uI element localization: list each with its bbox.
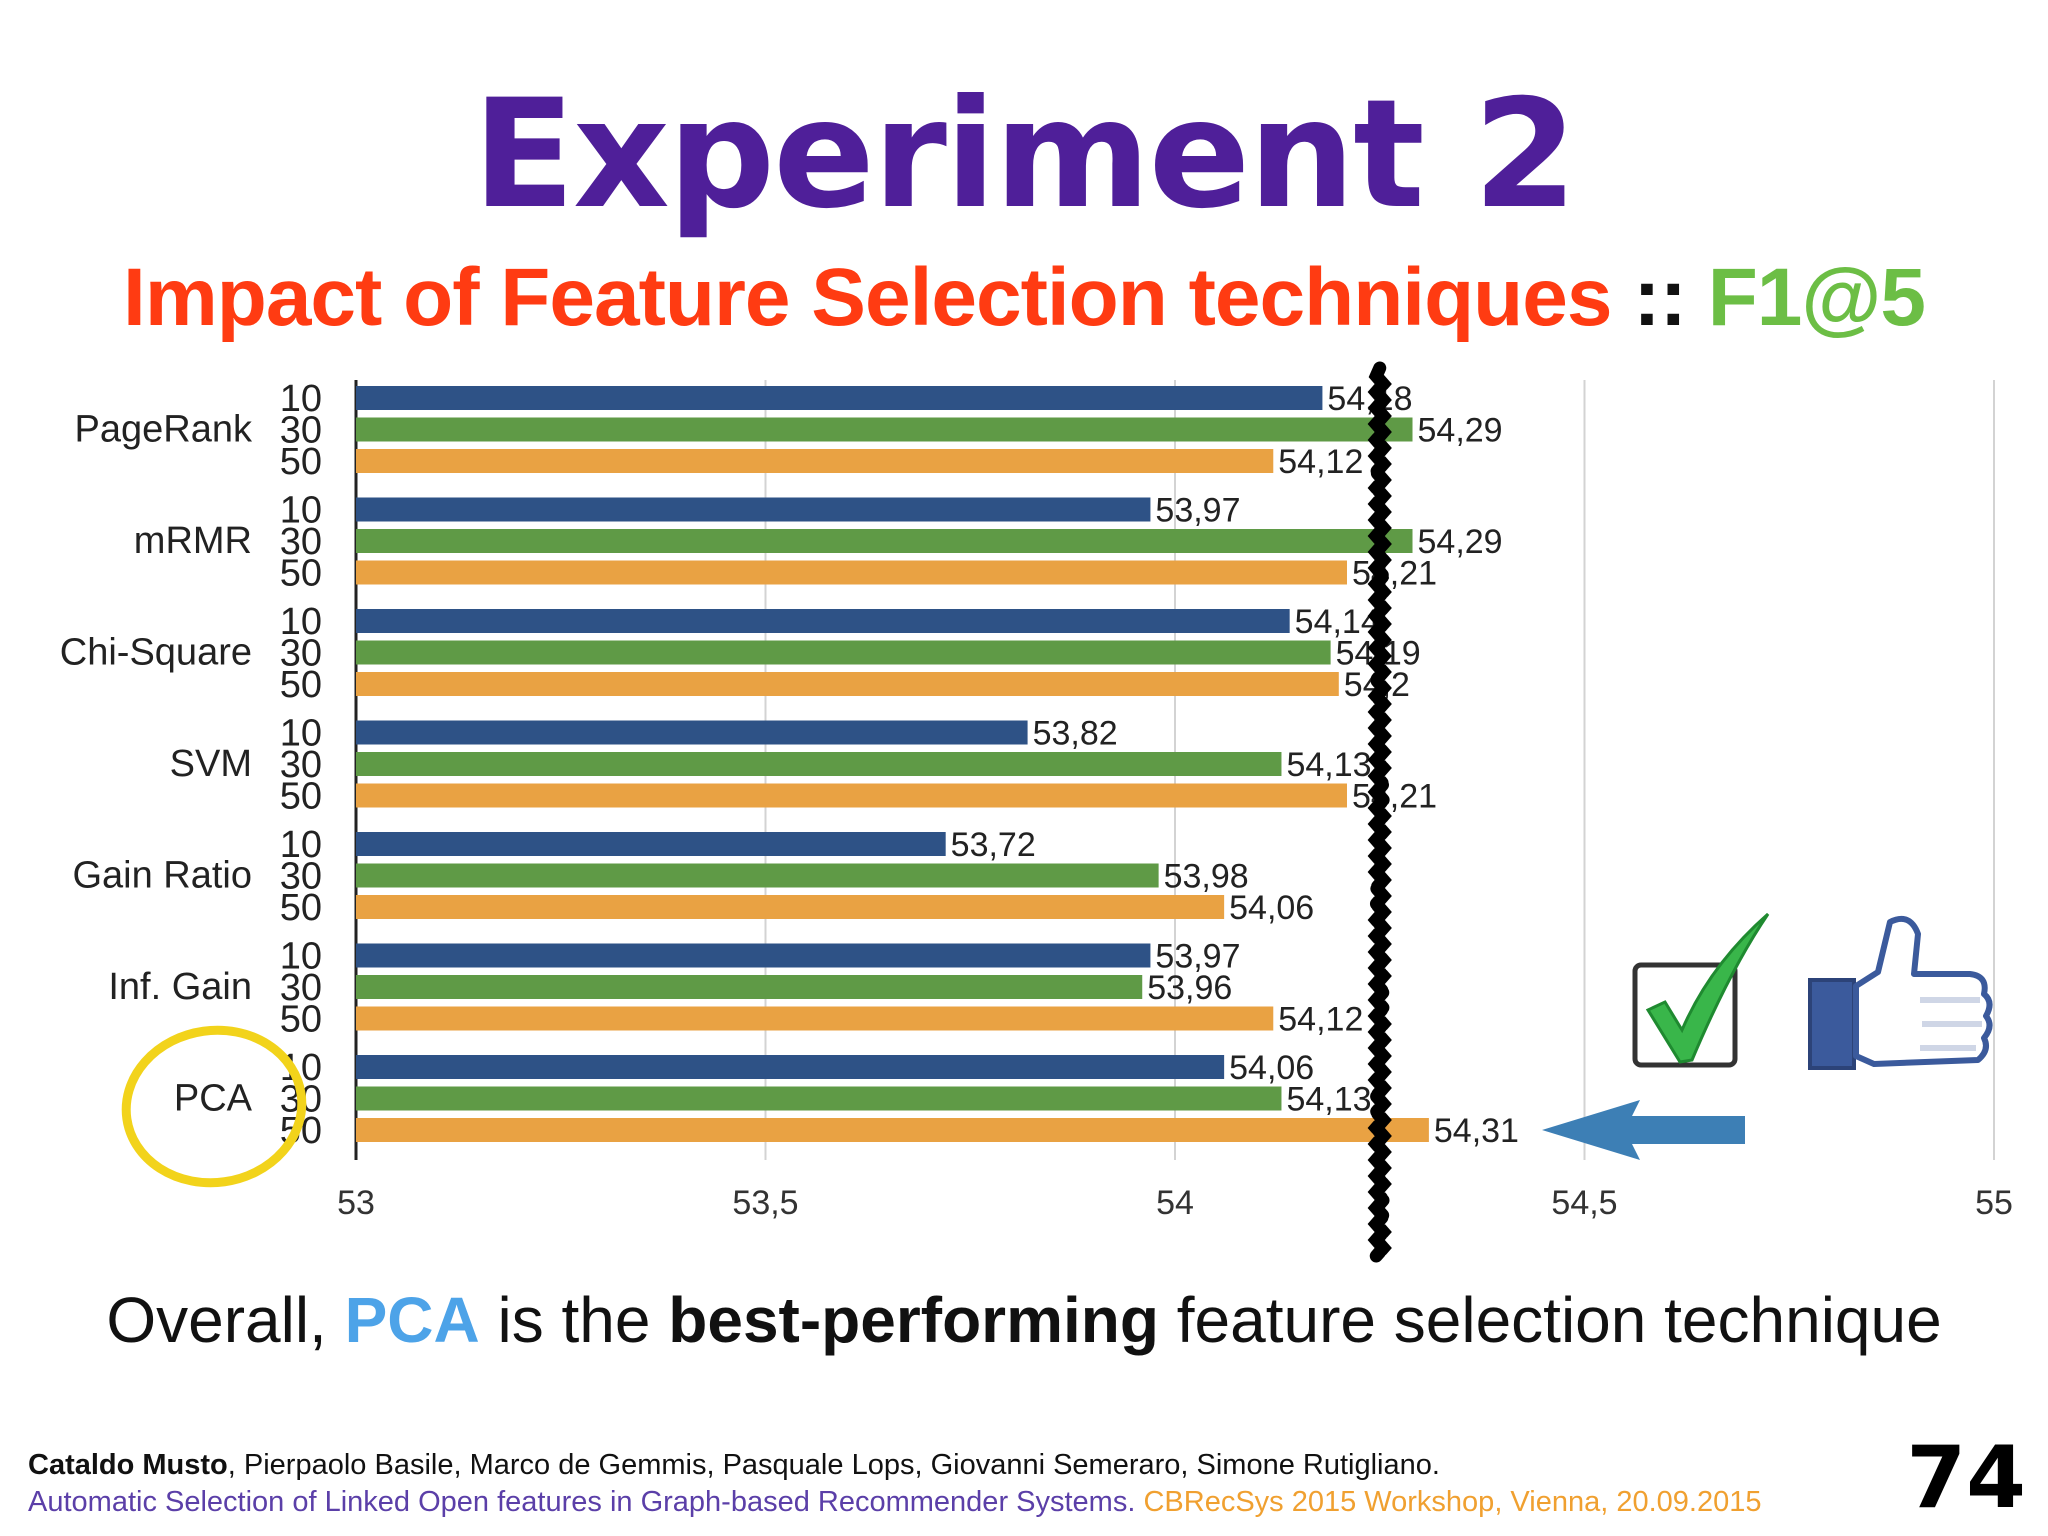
sub-category-label: 10: [280, 824, 322, 866]
bar: [356, 386, 1323, 410]
bar: [356, 832, 946, 856]
summary-bold: best-performing: [668, 1284, 1159, 1356]
other-authors: , Pierpaolo Basile, Marco de Gemmis, Pas…: [227, 1449, 1440, 1481]
bar: [356, 449, 1274, 473]
category-label: Chi-Square: [60, 632, 252, 674]
category-label: PageRank: [75, 409, 253, 451]
bar: [356, 560, 1347, 585]
bar: [356, 863, 1159, 888]
footer-paper: Automatic Selection of Linked Open featu…: [28, 1485, 1761, 1519]
bar: [356, 720, 1028, 745]
bar: [356, 609, 1290, 633]
bar: [356, 783, 1347, 808]
value-label: 54,06: [1229, 889, 1314, 927]
category-label: Gain Ratio: [72, 855, 252, 897]
bar: [356, 895, 1225, 919]
x-tick-label: 53,5: [732, 1184, 798, 1222]
x-tick-label: 53: [337, 1184, 375, 1222]
paper-venue: CBRecSys 2015 Workshop, Vienna, 20.09.20…: [1143, 1486, 1762, 1518]
category-label: PCA: [174, 1078, 253, 1120]
bar: [356, 1118, 1429, 1142]
feature-selection-bar-chart: 53 53,5 54 54,5 55 PageRank 10 54,18 30 54,29 50 54…: [60, 361, 2013, 1263]
subtitle-metric: F1@5: [1707, 252, 1926, 343]
bar: [356, 1055, 1225, 1079]
sub-category-label: 50: [280, 664, 322, 706]
value-label: 54,21: [1352, 778, 1437, 816]
subtitle-separator: ::: [1633, 252, 1687, 343]
summary-statement: Overall, PCA is the best-performing feat…: [0, 1282, 2048, 1358]
value-label: 53,97: [1155, 938, 1240, 976]
sub-category-label: 10: [280, 713, 322, 755]
reference-marker: [1367, 361, 1392, 1263]
value-label: 54,12: [1278, 1001, 1363, 1039]
value-label: 54,18: [1327, 380, 1412, 418]
checkmark-icon: [1632, 912, 1770, 1068]
value-label: 53,72: [951, 826, 1036, 864]
lead-author: Cataldo Musto: [28, 1449, 228, 1481]
value-label: 53,98: [1164, 858, 1249, 896]
paper-title: Automatic Selection of Linked Open featu…: [28, 1486, 1136, 1518]
bar: [356, 1006, 1274, 1031]
sub-category-label: 50: [280, 776, 322, 818]
x-tick-label: 54,5: [1551, 1184, 1617, 1222]
pca-highlight-circle: [121, 1025, 307, 1188]
sub-category-label: 30: [280, 633, 322, 675]
slide-title: Experiment 2: [472, 68, 1578, 242]
value-label: 54,13: [1286, 746, 1371, 784]
summary-middle: is the: [497, 1284, 651, 1356]
x-tick-label: 54: [1156, 1184, 1194, 1222]
summary-prefix: Overall,: [106, 1284, 327, 1356]
best-result-arrow: [1542, 1100, 1745, 1160]
summary-suffix: feature selection technique: [1176, 1284, 1942, 1356]
sub-category-label: 50: [280, 999, 322, 1041]
category-label: SVM: [170, 743, 252, 785]
annotations: [121, 1025, 1745, 1188]
sub-category-label: 10: [280, 601, 322, 643]
bar: [356, 975, 1143, 999]
bar: [356, 529, 1413, 553]
x-tick-label: 55: [1975, 1184, 2013, 1222]
category-label: mRMR: [134, 520, 252, 562]
value-label: 54,12: [1278, 443, 1363, 481]
bar: [356, 497, 1151, 522]
bar: [356, 752, 1282, 776]
summary-highlight: PCA: [344, 1284, 480, 1356]
bar: [356, 943, 1151, 968]
value-label: 54,13: [1286, 1081, 1371, 1119]
sub-category-label: 30: [280, 856, 322, 898]
sub-category-label: 30: [280, 967, 322, 1009]
subtitle-main: Impact of Feature Selection techniques: [123, 252, 1612, 343]
value-label: 54,06: [1229, 1049, 1314, 1087]
value-label: 54,29: [1418, 523, 1503, 561]
value-label: 53,82: [1033, 715, 1118, 753]
value-label: 54,14: [1295, 603, 1380, 641]
value-label: 53,97: [1155, 492, 1240, 530]
value-label: 54,31: [1434, 1112, 1519, 1150]
slide-number: 74: [1906, 1428, 2026, 1528]
footer-authors: Cataldo Musto, Pierpaolo Basile, Marco d…: [28, 1448, 1440, 1482]
bar: [356, 640, 1331, 665]
sub-category-label: 10: [280, 936, 322, 978]
sub-category-label: 10: [280, 378, 322, 420]
thumbs-up-icon: [1808, 916, 1993, 1070]
reference-line-group: [1367, 361, 1392, 1263]
approval-icons: [1632, 912, 1993, 1070]
bar: [356, 672, 1339, 696]
sub-category-label: 30: [280, 744, 322, 786]
sub-category-label: 50: [280, 887, 322, 929]
value-label: 54,29: [1418, 412, 1503, 450]
value-label: 54,21: [1352, 555, 1437, 593]
bar: [356, 417, 1413, 442]
labels: 53 53,5 54 54,5 55 PageRank 10 54,18 30 54,29 50 54…: [60, 378, 2013, 1222]
category-label: Inf. Gain: [108, 966, 252, 1008]
sub-category-label: 30: [280, 521, 322, 563]
slide-subtitle: Impact of Feature Selection techniques :…: [0, 250, 2048, 346]
sub-category-label: 50: [280, 441, 322, 483]
sub-category-label: 30: [280, 410, 322, 452]
sub-category-label: 10: [280, 490, 322, 532]
bar: [356, 1086, 1282, 1111]
value-label: 53,96: [1147, 969, 1232, 1007]
bars: [356, 386, 1429, 1142]
sub-category-label: 50: [280, 553, 322, 595]
